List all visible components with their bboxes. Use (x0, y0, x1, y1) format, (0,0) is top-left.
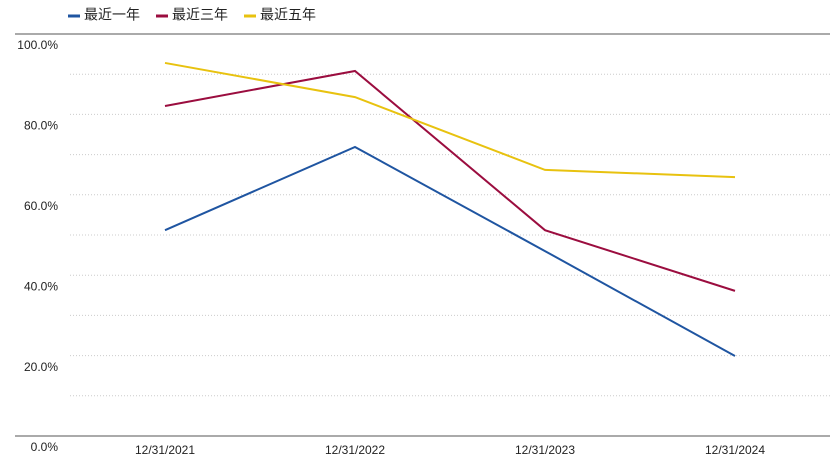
y-tick-label: 60.0% (24, 199, 58, 213)
legend-text: 最近一年 (84, 7, 140, 23)
y-tick-label: 100.0% (17, 38, 58, 52)
x-tick-label: 12/31/2023 (515, 443, 575, 457)
y-tick-label: 40.0% (24, 279, 58, 293)
legend-text: 最近五年 (260, 7, 316, 23)
y-tick-label: 0.0% (31, 440, 59, 454)
legend-text: 最近三年 (172, 7, 228, 23)
series-line (164, 61, 736, 179)
series-line (164, 69, 736, 292)
series-line (164, 145, 736, 357)
x-tick-label: 12/31/2022 (325, 443, 385, 457)
y-tick-label: 20.0% (24, 360, 58, 374)
y-tick-label: 80.0% (24, 119, 58, 133)
x-tick-label: 12/31/2021 (135, 443, 195, 457)
x-tick-label: 12/31/2024 (705, 443, 765, 457)
